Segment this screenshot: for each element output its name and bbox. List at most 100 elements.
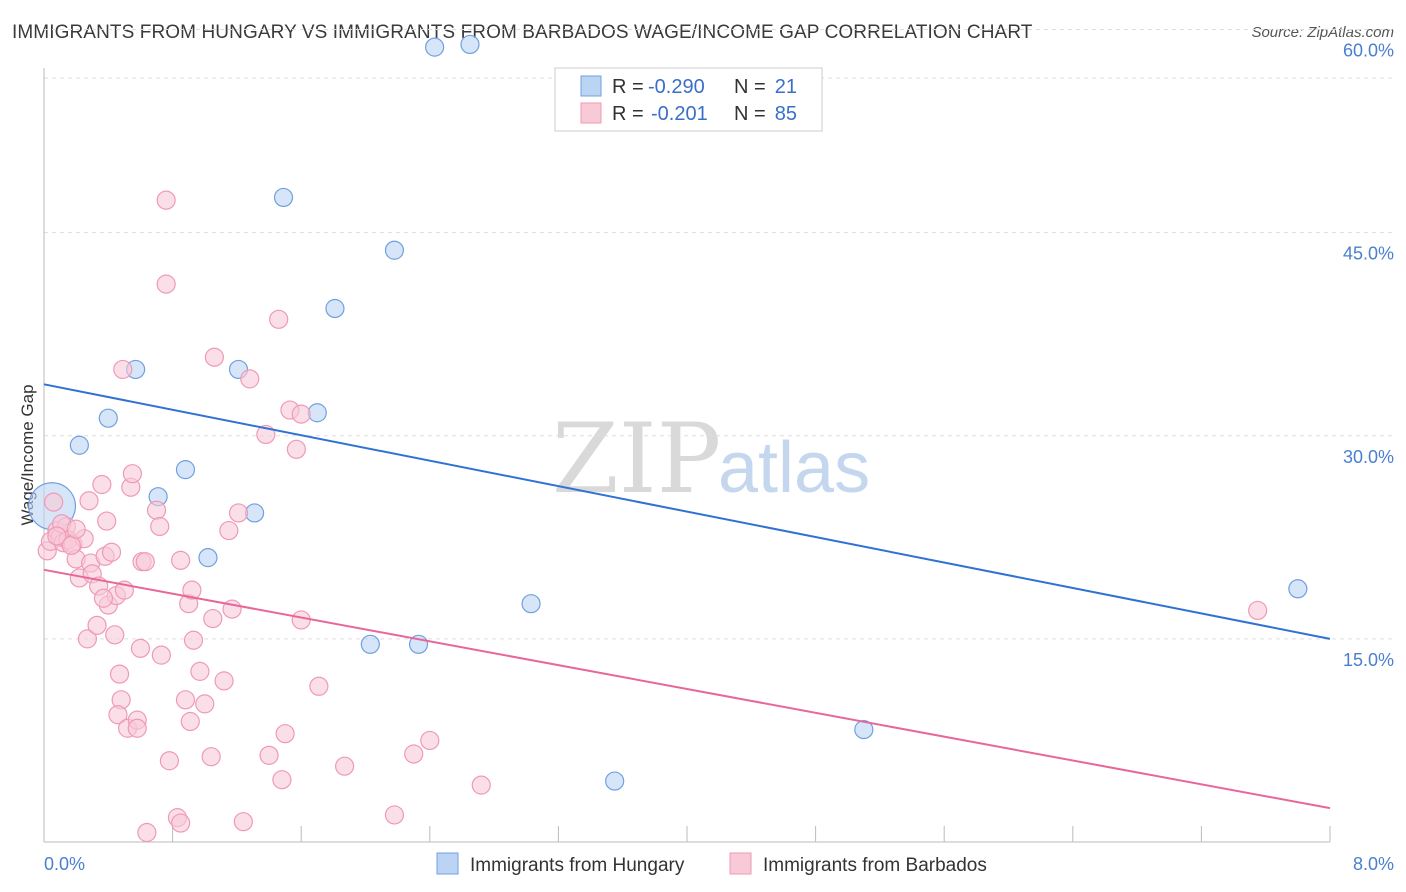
barbados-point — [61, 535, 81, 556]
barbados-point — [109, 664, 130, 684]
y-tick-labels: 15.0% 30.0% 45.0% 60.0% — [1343, 41, 1394, 670]
barbados-point — [180, 711, 200, 732]
watermark-atlas: atlas — [718, 428, 870, 508]
series-legend-swatch-hungary — [436, 852, 459, 875]
barbados-point — [150, 516, 170, 537]
barbados-point — [272, 770, 292, 790]
barbados-point — [219, 520, 239, 541]
watermark-zip: ZIP — [552, 403, 721, 515]
x-axis-ticks — [43, 826, 1331, 842]
x-tick-label-max: 8.0% — [1353, 854, 1394, 874]
legend-r-value-barbados: -0.201 — [651, 103, 708, 125]
hungary-point — [69, 435, 89, 455]
hungary-point — [384, 240, 405, 260]
barbados-point — [286, 439, 306, 459]
barbados-point — [159, 751, 179, 771]
barbados-point — [190, 661, 210, 681]
barbados-point — [146, 500, 167, 520]
series-legend-label-hungary: Immigrants from Hungary — [470, 855, 685, 876]
legend-n-value-barbados: 85 — [775, 103, 797, 125]
barbados-point — [201, 747, 221, 767]
legend-r-label-barbados: R = — [612, 103, 644, 125]
barbados-point — [384, 805, 405, 825]
barbados-point — [259, 745, 279, 765]
barbados-point — [135, 552, 155, 572]
barbados-point — [66, 519, 86, 539]
hungary-point — [360, 634, 380, 654]
y-tick-label-15: 15.0% — [1343, 650, 1394, 670]
barbados-point — [309, 676, 329, 696]
legend-r-value-hungary: -0.290 — [648, 76, 705, 98]
hungary-point — [244, 503, 265, 523]
barbados-point — [44, 492, 64, 512]
legend-r-label-hungary: R = — [612, 76, 644, 98]
barbados-point — [203, 608, 223, 629]
barbados-point — [156, 274, 176, 294]
barbados-point — [195, 694, 215, 714]
series-barbados-points — [37, 190, 1268, 843]
series-legend-label-barbados: Immigrants from Barbados — [763, 855, 987, 876]
barbados-point — [156, 190, 176, 210]
chart-source: Source: ZipAtlas.com — [1251, 24, 1394, 41]
hungary-point — [175, 460, 196, 480]
hungary-point — [605, 771, 625, 791]
trend-line-barbados — [43, 568, 1331, 810]
barbados-point — [335, 756, 355, 776]
hungary-point — [273, 187, 294, 208]
barbados-point — [93, 588, 114, 608]
legend-swatch-hungary — [580, 75, 602, 97]
hungary-point — [854, 720, 874, 740]
barbados-point — [101, 542, 122, 562]
series-legend: Immigrants from Hungary Immigrants from … — [436, 852, 987, 876]
y-tick-label-30: 30.0% — [1343, 447, 1394, 467]
trend-line-hungary — [43, 383, 1331, 640]
barbados-point — [171, 813, 191, 833]
barbados-point — [240, 369, 260, 389]
hungary-point — [198, 548, 218, 568]
legend-n-value-hungary: 21 — [775, 76, 797, 98]
barbados-point — [275, 724, 295, 744]
barbados-point — [127, 718, 147, 738]
barbados-point — [404, 744, 424, 764]
barbados-point — [105, 625, 125, 645]
barbados-point — [171, 550, 191, 570]
series-legend-swatch-barbados — [729, 852, 752, 875]
barbados-point — [228, 503, 249, 523]
hungary-point — [521, 594, 541, 614]
barbados-point — [420, 730, 440, 751]
barbados-point — [233, 812, 253, 832]
barbados-point — [47, 526, 67, 546]
barbados-point — [108, 705, 128, 725]
barbados-point — [77, 629, 98, 649]
barbados-point — [471, 775, 491, 795]
hungary-point — [325, 298, 345, 319]
barbados-point — [1248, 600, 1268, 621]
barbados-point — [87, 615, 107, 635]
barbados-point — [130, 638, 151, 658]
barbados-point — [122, 464, 143, 484]
barbados-point — [113, 359, 133, 380]
y-axis-label: Wage/Income Gap — [18, 384, 37, 525]
legend-n-label-hungary: N = — [734, 76, 766, 98]
barbados-point — [291, 610, 311, 630]
chart-title: IMMIGRANTS FROM HUNGARY VS IMMIGRANTS FR… — [12, 22, 1033, 43]
legend-n-label-barbados: N = — [734, 103, 766, 125]
barbados-point — [97, 511, 117, 531]
barbados-point — [269, 309, 289, 329]
barbados-point — [92, 474, 112, 495]
barbados-point — [204, 347, 224, 367]
barbados-point — [182, 580, 202, 600]
barbados-point — [151, 645, 171, 665]
y-tick-label-60: 60.0% — [1343, 41, 1394, 61]
correlation-legend: R = -0.290 N = 21 R = -0.201 N = 85 — [554, 67, 823, 132]
barbados-point — [79, 491, 99, 511]
barbados-point — [183, 630, 204, 650]
hungary-point — [1288, 579, 1308, 599]
legend-swatch-barbados — [580, 102, 602, 124]
barbados-point — [291, 404, 311, 424]
x-tick-label-min: 0.0% — [44, 854, 85, 874]
hungary-point — [460, 34, 480, 55]
hungary-point — [307, 403, 327, 423]
barbados-point — [137, 822, 157, 843]
